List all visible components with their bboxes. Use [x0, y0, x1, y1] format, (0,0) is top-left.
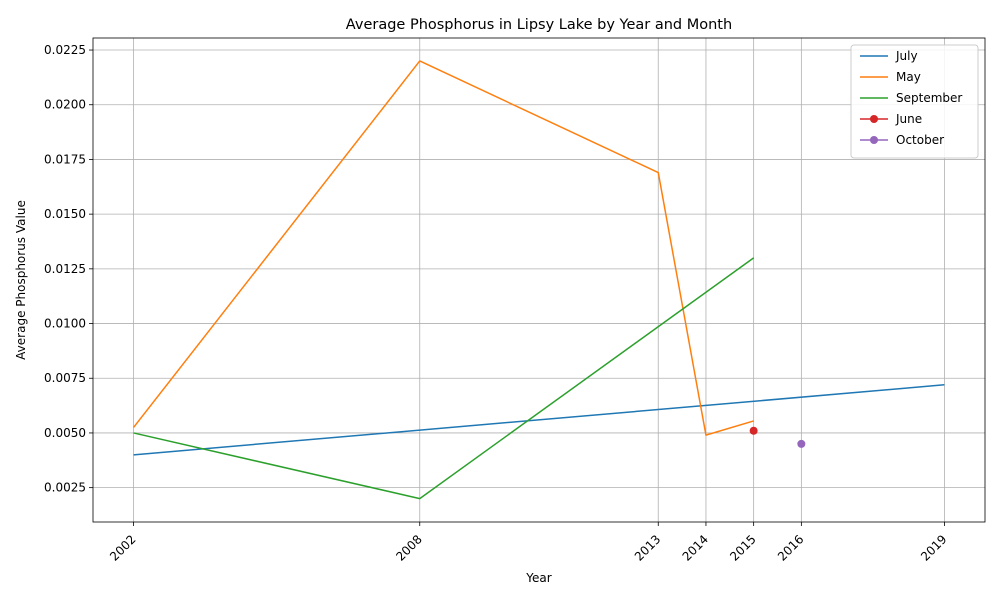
y-tick-label: 0.0150 [44, 207, 86, 221]
y-tick-label: 0.0025 [44, 481, 86, 495]
y-tick-label: 0.0050 [44, 426, 86, 440]
y-tick-label: 0.0175 [44, 152, 86, 166]
series-july [133, 384, 945, 456]
y-tick-label: 0.0200 [44, 98, 86, 112]
y-tick-label: 0.0100 [44, 317, 86, 331]
y-tick-label: 0.0075 [44, 371, 86, 385]
chart-title: Average Phosphorus in Lipsy Lake by Year… [346, 17, 732, 33]
series-june [749, 426, 758, 435]
series-september [133, 257, 755, 500]
grid [93, 38, 985, 522]
x-axis-label: Year [525, 571, 551, 585]
legend-label-july: July [895, 49, 918, 63]
legend-label-june: June [895, 112, 922, 126]
legend-label-october: October [896, 133, 944, 147]
y-axis-label: Average Phosphorus Value [14, 200, 28, 360]
data-point-june [749, 426, 758, 435]
legend-box [850, 44, 979, 159]
y-tick-label: 0.0225 [44, 43, 86, 57]
legend-label-may: May [896, 70, 921, 84]
legend: July May September June October [850, 44, 979, 159]
y-tick-label: 0.0125 [44, 262, 86, 276]
data-point-october [797, 439, 806, 448]
series-may [132, 60, 754, 436]
series-line-july [133, 384, 945, 456]
legend-marker-october [870, 136, 878, 144]
legend-marker-june [870, 115, 878, 123]
series-line-september [133, 257, 755, 500]
series-layer [132, 60, 945, 500]
plot-frame [92, 37, 986, 523]
series-line-may [132, 60, 754, 436]
legend-label-september: September [896, 91, 962, 105]
series-october [797, 439, 806, 448]
